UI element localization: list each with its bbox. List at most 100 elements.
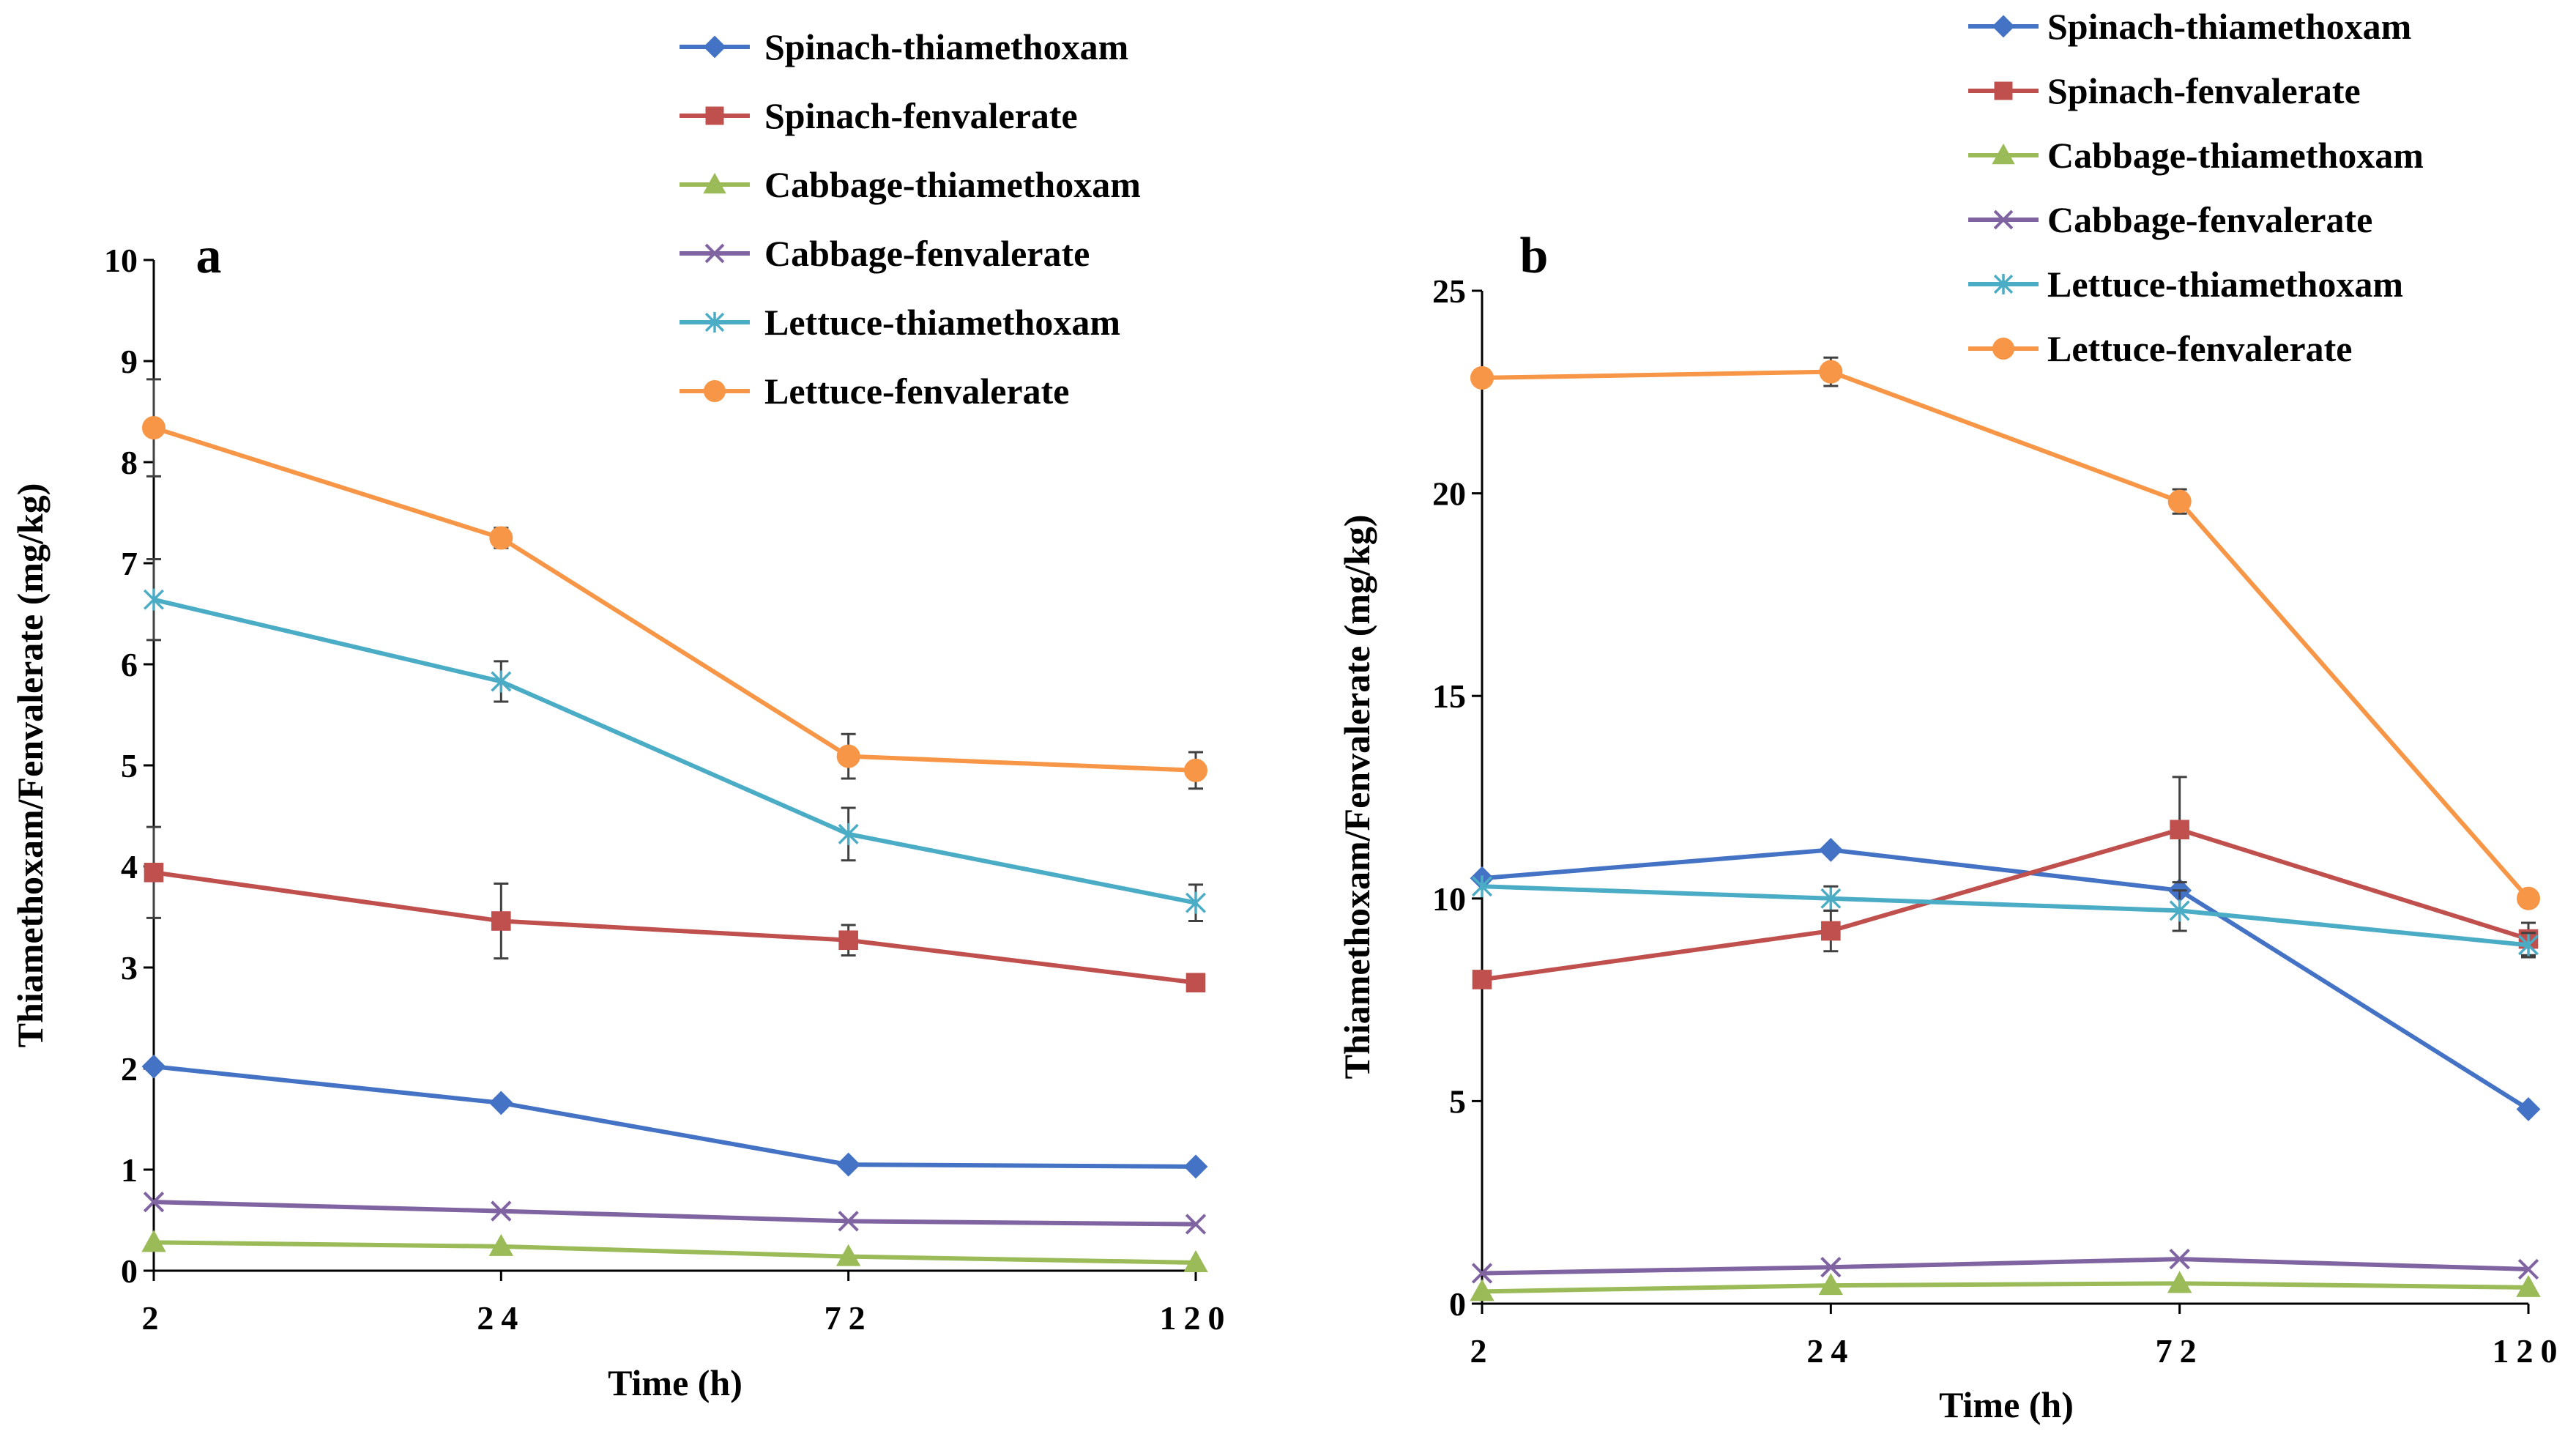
series-line [1481,827,2529,982]
data-point [1183,1154,1208,1179]
data-point [1184,758,1207,782]
data-point [1818,838,1843,862]
data-point [142,416,165,440]
data-point [2167,1271,2192,1293]
legend-marker [1992,143,2015,165]
data-point [838,1211,859,1232]
y-tick-label: 10 [104,242,138,279]
legend-marker [703,172,726,194]
data-point [1183,1249,1208,1272]
data-point [1818,1273,1844,1296]
x-tick-label: 120 [2493,1332,2565,1370]
legend-item: Spinach-fenvalerate [1968,70,2361,111]
y-tick-label: 20 [1432,475,1466,513]
data-point [2516,1097,2541,1121]
data-point [2169,899,2190,922]
y-axis-title: Thiamethoxam/Fenvalerate (mg/kg) [1336,515,1377,1080]
x-axis-title: Time (h) [608,1362,742,1403]
x-tick-label: 72 [824,1299,873,1337]
chart-panel-b: 0 5 10 15 20 25 2 24 72 120 Time (h) Thiamethoxam/F… [1336,6,2565,1425]
series-lettuce-fenvalerate [142,378,1207,790]
legend-item: Lettuce-fenvalerate [1968,328,2352,369]
series-spinach-fenvalerate [144,825,1206,993]
data-point [1470,365,1494,390]
legend-marker [704,312,725,333]
legend-label: Lettuce-thiamethoxam [764,302,1120,343]
data-point [1185,1214,1207,1235]
y-tick-label: 2 [121,1050,138,1088]
y-tick-label: 25 [1432,272,1466,310]
y-tick-label: 10 [1432,880,1466,918]
data-point [144,862,164,883]
data-point [838,822,859,845]
data-point [1820,1257,1842,1278]
legend-item: Cabbage-thiamethoxam [1968,135,2424,176]
data-point [1185,973,1206,993]
data-point [1185,891,1206,914]
series-cabbage-fenvalerate [143,1191,1207,1235]
data-point [488,1233,514,1256]
legend-item: Lettuce-thiamethoxam [1968,264,2403,305]
y-tick-label: 4 [121,848,138,885]
legend-label: Lettuce-fenvalerate [2047,328,2352,369]
series-line [1481,1257,2529,1276]
x-tick-label: 2 [1470,1332,1494,1370]
y-axis-title: Thiamethoxam/Fenvalerate (mg/kg) [10,483,51,1048]
data-point [1819,360,1843,384]
y-tick-label: 5 [121,747,138,784]
legend-label: Spinach-fenvalerate [2047,70,2361,111]
legend-item: Spinach-thiamethoxam [1968,6,2411,47]
y-tick-label: 3 [121,949,138,987]
legend-label: Lettuce-thiamethoxam [2047,264,2403,305]
data-point [2517,1258,2539,1280]
data-point [491,1200,512,1222]
x-axis-title: Time (h) [1939,1384,2074,1425]
data-point [1471,1263,1493,1284]
legend-marker [1992,15,2015,38]
y-tick-label: 8 [121,444,138,481]
series-line [153,426,1196,773]
legend-marker [1993,274,2014,294]
y-tick-label: 5 [1449,1082,1466,1120]
y-tick-label: 15 [1432,677,1466,715]
data-point [2169,1248,2190,1270]
legend-marker [704,380,726,402]
data-point [2170,820,2189,840]
data-point [144,588,164,611]
y-tick-label: 0 [1449,1285,1466,1323]
data-point [1821,921,1841,941]
panel-label: a [196,228,222,284]
data-point [2518,934,2539,957]
data-point [1820,887,1842,910]
legend-marker [1994,81,2013,100]
series-line [1481,847,2530,1112]
legend-item: Spinach-fenvalerate [680,95,1078,136]
data-point [488,1091,513,1115]
series-line [153,597,1196,905]
series-lettuce-thiamethoxam [144,557,1206,923]
chart-panel-a: 0 1 2 3 4 5 6 7 8 9 10 2 24 72 120 Time (h) Thiamethoxam… [10,26,1225,1403]
legend-marker [703,35,726,59]
legend-label: Cabbage-thiamethoxam [764,164,1141,205]
data-point [491,670,512,693]
legend: Spinach-thiamethoxam Spinach-fenvalerate C… [1968,6,2424,369]
x-tick-label: 24 [1806,1332,1855,1370]
x-tick-label: 2 [142,1299,166,1337]
series-cabbage-thiamethoxam [1470,1271,2541,1301]
panel-label: b [1520,228,1549,284]
series-line [153,1240,1196,1265]
legend-marker [1993,209,2014,230]
legend-item: Spinach-thiamethoxam [680,26,1128,67]
x-tick-label: 72 [2156,1332,2204,1370]
legend-item: Lettuce-fenvalerate [680,371,1069,412]
data-point [141,1230,166,1252]
y-tick-label: 0 [121,1252,138,1290]
legend-item: Cabbage-fenvalerate [680,233,1090,274]
data-point [1472,970,1492,989]
data-point [835,1244,861,1266]
series-line [1481,884,2529,948]
legend-label: Spinach-fenvalerate [764,95,1078,136]
data-point [489,526,513,550]
y-tick-label: 1 [121,1151,138,1189]
